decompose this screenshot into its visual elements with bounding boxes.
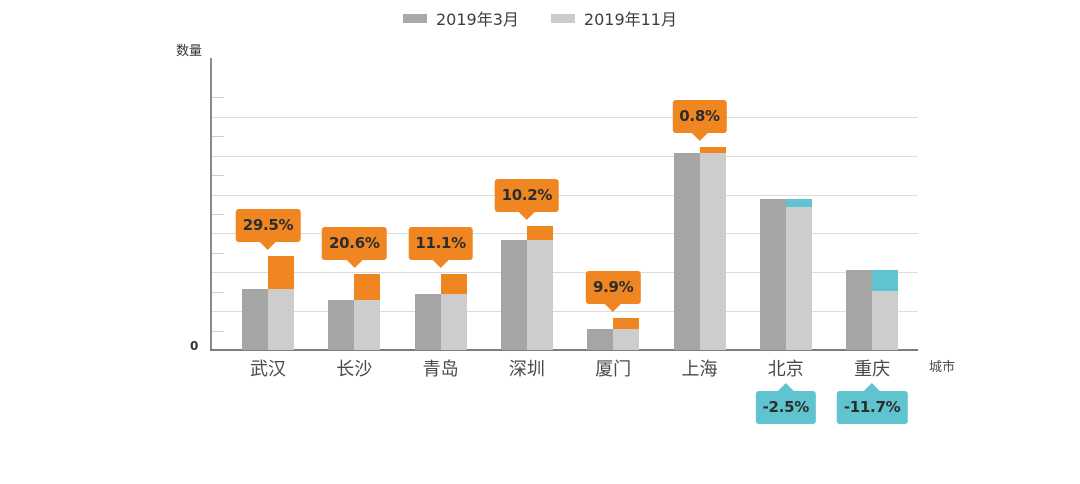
y-gridline: [212, 311, 918, 313]
bar-november-7: [785, 206, 812, 350]
bar-november-2: [354, 299, 381, 350]
y-axis-zero-label: 0: [190, 339, 199, 353]
decrease-callout-7: -2.5%: [755, 383, 816, 424]
bar-november-5: [613, 328, 640, 350]
bar-november-1: [268, 288, 294, 350]
bar-decrease-segment-8: [872, 269, 899, 291]
pct-change-value: 10.2%: [501, 185, 553, 204]
x-axis-category-label: 北京: [767, 359, 804, 380]
bar-march-3: [414, 293, 441, 350]
bar-march-8: [846, 269, 873, 350]
bar-increase-segment-6: [699, 147, 726, 153]
x-axis-category-label: 深圳: [508, 359, 545, 380]
legend-item-march: 2019年3月: [403, 6, 519, 30]
x-axis-line: [210, 349, 918, 351]
pct-change-value: -2.5%: [762, 398, 810, 416]
y-minor-tick: [212, 291, 224, 293]
legend-swatch-november-icon: [550, 13, 575, 23]
x-axis-category-label: 厦门: [595, 359, 632, 380]
x-axis-category-label: 上海: [681, 359, 718, 380]
bar-november-3: [440, 293, 467, 350]
bar-decrease-segment-7: [785, 198, 812, 207]
pct-change-value: 11.1%: [415, 234, 466, 253]
pct-change-value: 20.6%: [329, 234, 380, 253]
increase-callout-3: 11.1%: [408, 227, 473, 268]
x-axis-category-label: 长沙: [336, 359, 373, 380]
pct-change-value: 29.5%: [242, 215, 294, 234]
legend-label-november: 2019年11月: [583, 10, 677, 29]
bar-march-5: [587, 328, 614, 350]
increase-callout-6: 0.8%: [672, 100, 727, 141]
y-minor-tick: [212, 330, 224, 332]
bar-march-1: [242, 288, 268, 350]
bar-march-4: [500, 239, 527, 350]
bar-increase-segment-3: [440, 274, 467, 294]
legend-item-november: 2019年11月: [550, 6, 677, 30]
pct-change-value: 9.9%: [592, 278, 634, 297]
y-minor-tick: [212, 136, 224, 138]
bar-november-4: [526, 239, 553, 350]
legend-label-march: 2019年3月: [436, 10, 519, 29]
bar-increase-segment-2: [354, 273, 381, 300]
decrease-callout-8: -11.7%: [836, 383, 908, 424]
y-minor-tick: [212, 213, 224, 215]
bar-november-6: [699, 152, 726, 350]
y-gridline: [212, 194, 918, 196]
bar-march-6: [673, 152, 700, 350]
bar-march-2: [328, 299, 355, 350]
x-axis-category-label: 青岛: [422, 359, 459, 380]
bar-march-7: [759, 198, 786, 350]
bar-increase-segment-1: [268, 255, 294, 289]
y-gridline: [212, 155, 918, 157]
y-minor-tick: [212, 97, 224, 99]
increase-callout-5: 9.9%: [585, 271, 641, 312]
x-axis-category-label: 武汉: [250, 359, 286, 380]
y-minor-tick: [212, 252, 224, 254]
increase-callout-2: 20.6%: [322, 227, 387, 268]
pct-change-value: -11.7%: [843, 398, 901, 416]
bar-november-8: [872, 290, 899, 350]
y-gridline: [212, 233, 918, 235]
y-gridline: [212, 272, 918, 274]
y-minor-tick: [212, 175, 224, 177]
y-gridline: [212, 116, 918, 118]
increase-callout-1: 29.5%: [235, 208, 301, 250]
legend: 2019年3月 2019年11月: [0, 6, 1080, 30]
x-axis-category-label: 重庆: [854, 359, 891, 380]
bar-increase-segment-4: [526, 225, 553, 240]
x-axis-title: 城市: [929, 360, 956, 375]
y-axis-title: 数量: [176, 44, 203, 59]
increase-callout-4: 10.2%: [494, 178, 560, 220]
bar-increase-segment-5: [613, 318, 640, 329]
legend-swatch-march-icon: [403, 13, 427, 23]
pct-change-value: 0.8%: [679, 107, 720, 126]
y-axis-line: [210, 58, 212, 350]
